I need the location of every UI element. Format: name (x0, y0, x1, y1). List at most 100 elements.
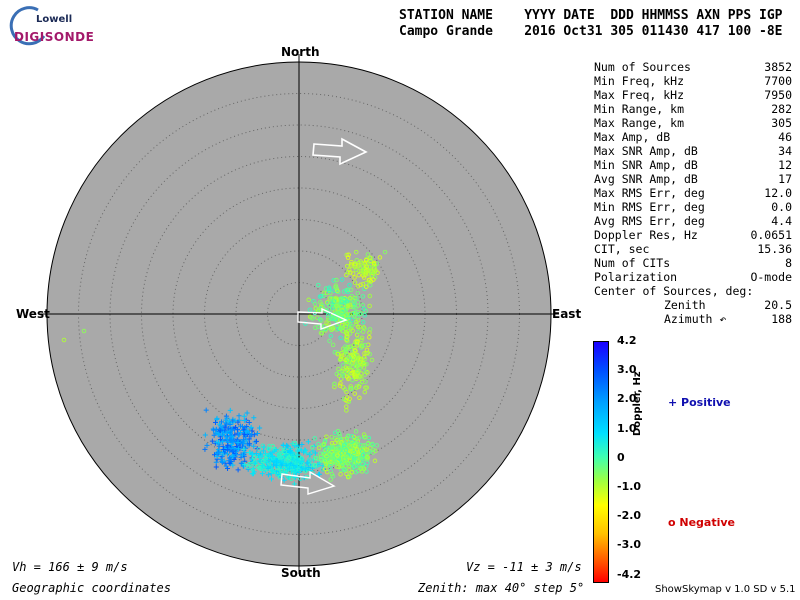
positive-doppler-mark (216, 443, 222, 449)
positive-doppler-mark (214, 439, 220, 445)
positive-doppler-mark (217, 423, 223, 429)
positive-doppler-mark (219, 426, 225, 432)
negative-doppler-mark (354, 376, 359, 382)
negative-doppler-mark (363, 464, 369, 469)
stat-value: 34 (778, 144, 792, 158)
stat-value: 0.0651 (750, 228, 792, 242)
positive-doppler-mark (224, 415, 230, 421)
colorbar-tick: 1.0 (617, 421, 637, 435)
negative-doppler-mark (347, 453, 352, 458)
negative-doppler-mark (266, 446, 272, 452)
negative-doppler-mark (343, 350, 349, 355)
positive-doppler-mark (253, 438, 259, 444)
stat-label: Zenith (664, 298, 706, 312)
stat-value: 7950 (764, 88, 792, 102)
positive-doppler-mark (307, 451, 313, 457)
negative-doppler-mark (368, 278, 374, 284)
negative-doppler-mark (331, 299, 337, 304)
positive-doppler-mark (299, 442, 305, 448)
positive-doppler-mark (215, 431, 221, 437)
negative-doppler-mark (247, 462, 252, 467)
negative-doppler-mark (351, 455, 357, 460)
negative-doppler-mark (333, 303, 339, 309)
negative-doppler-mark (337, 431, 342, 436)
stat-label: Doppler Res, Hz (594, 228, 698, 242)
negative-doppler-mark (352, 265, 358, 270)
negative-doppler-mark (306, 297, 311, 303)
positive-doppler-mark (219, 432, 225, 438)
negative-doppler-mark (352, 295, 357, 301)
stat-value: 188 (771, 312, 792, 326)
north-label: North (281, 45, 320, 59)
positive-doppler-mark (221, 446, 227, 452)
negative-doppler-mark (339, 325, 345, 330)
colorbar-tick: 2.0 (617, 392, 637, 406)
negative-doppler-mark (249, 462, 254, 467)
positive-doppler-mark (298, 467, 304, 473)
negative-doppler-mark (321, 441, 327, 447)
stat-value: 3852 (764, 60, 792, 74)
positive-doppler-mark (219, 419, 225, 425)
negative-doppler-mark (324, 434, 329, 439)
negative-doppler-mark (347, 467, 352, 473)
doppler-colorbar (593, 341, 609, 583)
positive-doppler-mark (240, 439, 246, 445)
negative-doppler-mark (367, 293, 373, 299)
positive-doppler-mark (224, 436, 230, 442)
negative-doppler-mark (350, 328, 356, 333)
negative-doppler-mark (327, 452, 332, 457)
positive-doppler-mark (283, 453, 289, 459)
stat-row: Min RMS Err, deg 0.0 (594, 200, 792, 214)
positive-doppler-mark (261, 444, 267, 450)
east-label: East (552, 307, 582, 321)
negative-doppler-mark (348, 347, 354, 352)
stat-row: Max Amp, dB 46 (594, 130, 792, 144)
negative-doppler-mark (352, 464, 357, 469)
negative-doppler-mark (345, 270, 351, 275)
negative-doppler-mark (307, 307, 313, 313)
stat-row: Max RMS Err, deg 12.0 (594, 186, 792, 200)
negative-doppler-mark (348, 270, 353, 275)
negative-doppler-mark (339, 277, 345, 282)
positive-doppler-mark (259, 471, 265, 477)
positive-doppler-mark (239, 443, 245, 449)
positive-doppler-mark (244, 428, 250, 434)
velocity-arrow-lower (280, 470, 336, 495)
negative-doppler-mark (365, 268, 371, 274)
positive-doppler-mark (220, 438, 226, 444)
positive-doppler-mark (265, 472, 271, 478)
negative-doppler-mark (81, 328, 87, 334)
negative-doppler-mark (348, 287, 354, 293)
positive-doppler-mark (237, 423, 243, 429)
negative-doppler-mark (272, 448, 278, 453)
negative-doppler-mark (359, 371, 364, 376)
negative-doppler-mark (330, 326, 336, 331)
negative-doppler-mark (360, 449, 365, 454)
positive-doppler-mark (307, 452, 313, 458)
negative-doppler-mark (349, 434, 355, 439)
negative-doppler-mark (262, 467, 267, 472)
negative-doppler-mark (364, 454, 370, 460)
negative-doppler-mark (364, 351, 369, 356)
negative-doppler-mark (354, 447, 360, 452)
positive-doppler-mark (295, 465, 301, 471)
negative-doppler-mark (309, 444, 315, 450)
negative-doppler-mark (352, 275, 357, 280)
negative-doppler-mark (338, 296, 344, 301)
positive-doppler-mark (296, 460, 302, 466)
positive-doppler-mark (235, 419, 241, 425)
negative-doppler-mark (345, 345, 350, 350)
digisonde-logo (8, 6, 98, 50)
negative-doppler-mark (369, 272, 375, 278)
negative-doppler-mark (313, 325, 318, 330)
negative-doppler-mark (307, 457, 312, 462)
negative-doppler-mark (361, 275, 367, 280)
negative-doppler-mark (279, 454, 284, 460)
positive-doppler-mark (302, 466, 308, 472)
positive-doppler-mark (257, 425, 263, 431)
stat-row: Avg RMS Err, deg 4.4 (594, 214, 792, 228)
stat-value: 17 (778, 172, 792, 186)
positive-doppler-mark (241, 413, 247, 419)
positive-doppler-mark (227, 421, 233, 427)
negative-doppler-mark (355, 300, 361, 305)
